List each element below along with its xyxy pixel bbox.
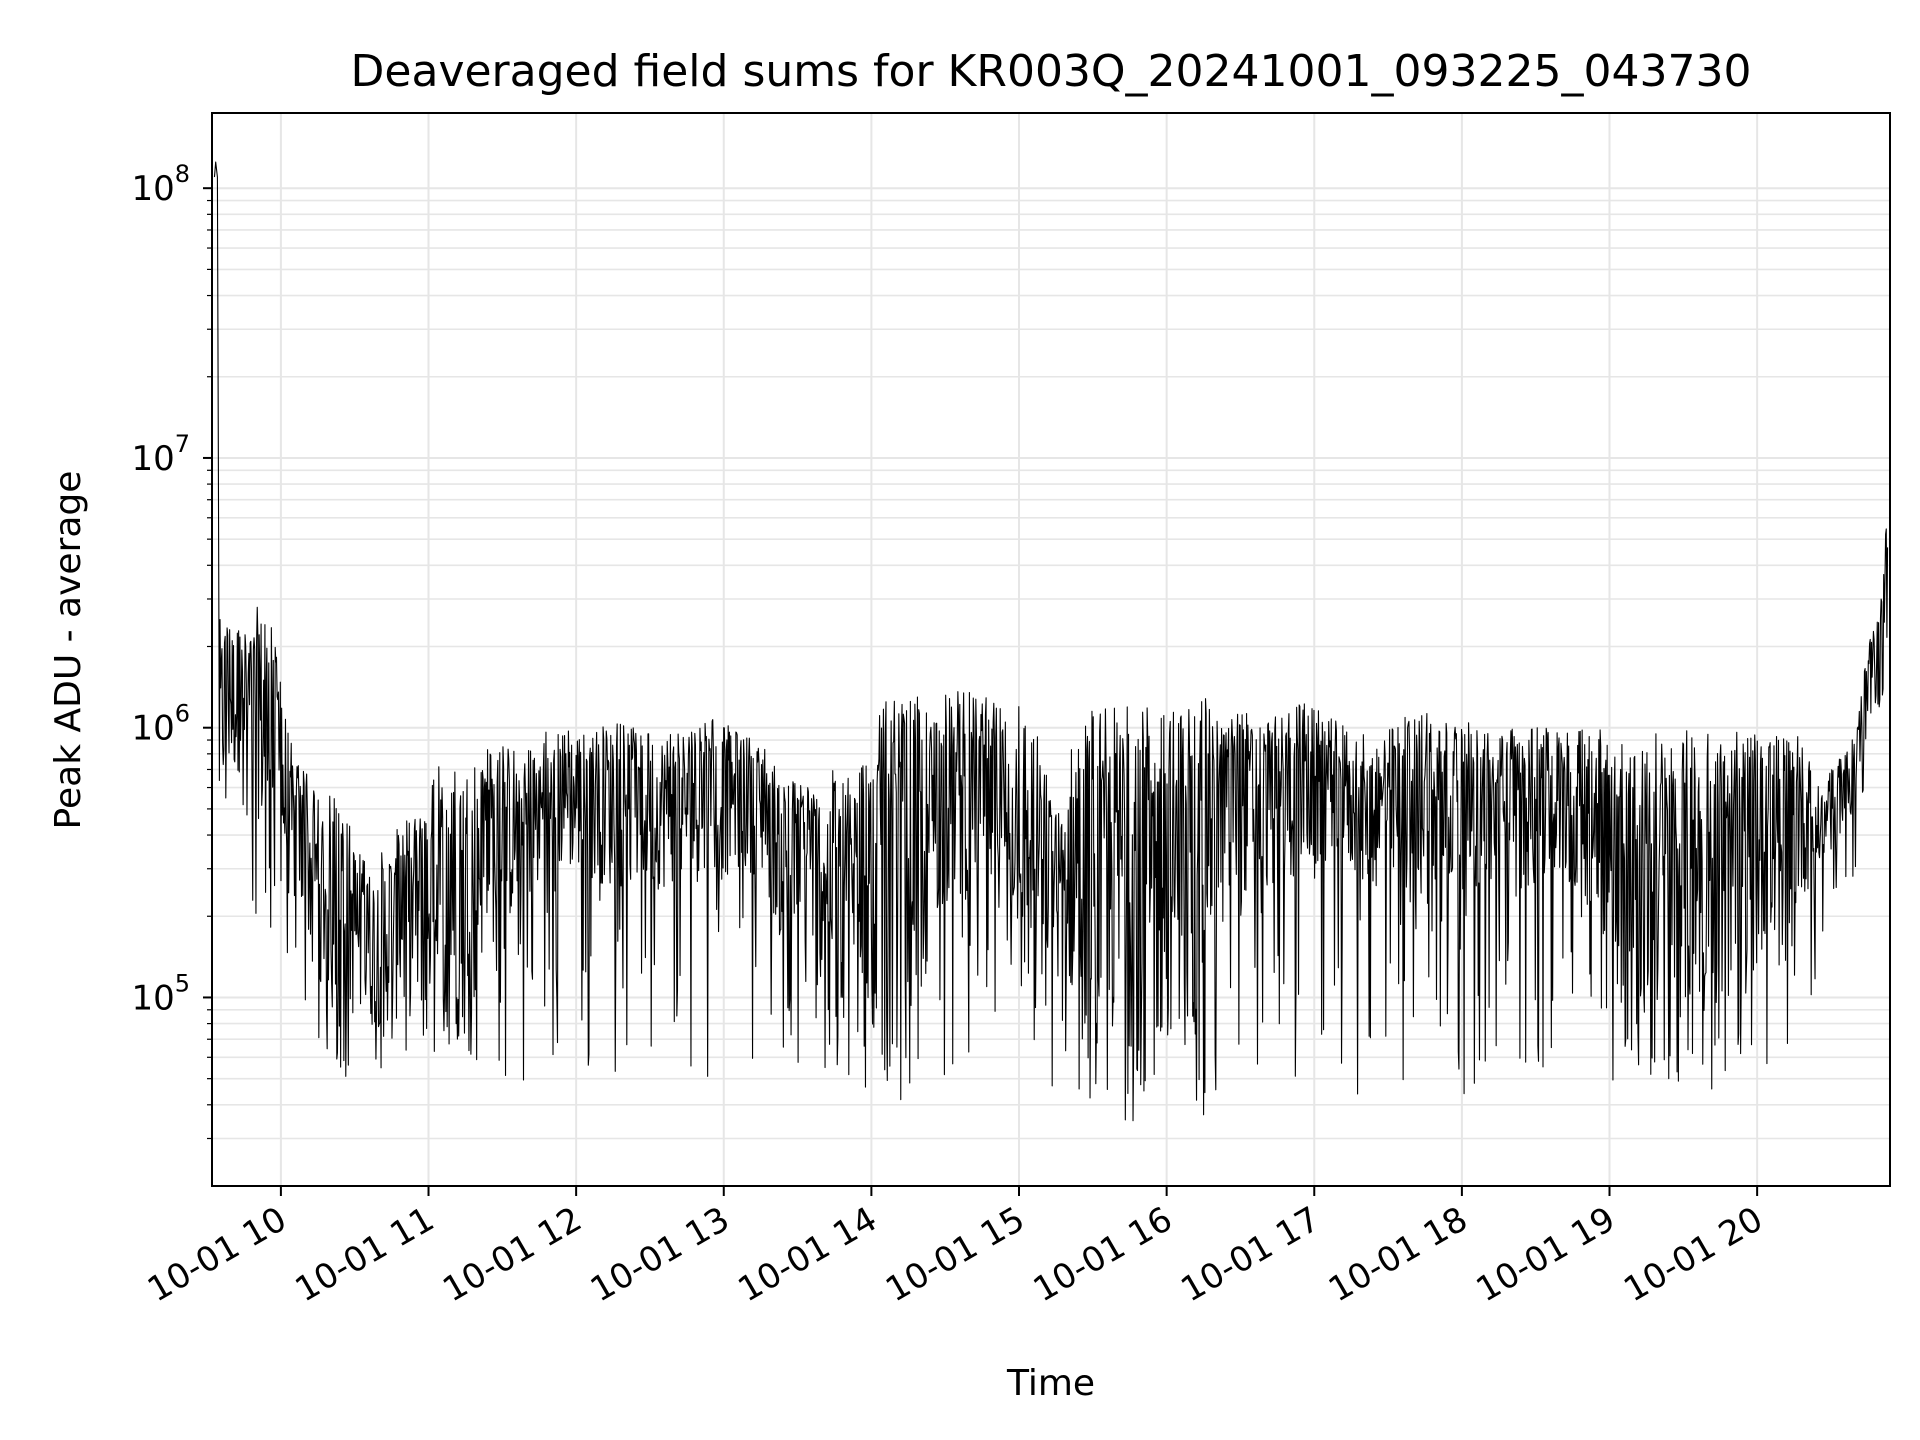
chart-title: Deaveraged field sums for KR003Q_2024100… <box>351 46 1752 97</box>
x-tick-label: 10-01 20 <box>1617 1199 1769 1310</box>
x-tick-label: 10-01 16 <box>1027 1199 1179 1310</box>
x-tick-label: 10-01 18 <box>1322 1199 1474 1310</box>
x-tick-label: 10-01 12 <box>436 1199 588 1310</box>
series-line <box>213 161 1889 1122</box>
y-tick-label: 107 <box>131 430 190 479</box>
x-tick-label: 10-01 15 <box>879 1199 1031 1310</box>
x-tick-label: 10-01 11 <box>289 1199 441 1310</box>
x-tick-label: 10-01 19 <box>1470 1199 1622 1310</box>
plot-frame <box>211 112 1891 1187</box>
x-tick-label: 10-01 10 <box>141 1199 293 1310</box>
y-tick-label: 108 <box>131 160 190 209</box>
x-tick-label: 10-01 14 <box>731 1199 883 1310</box>
y-tick-label: 106 <box>131 700 190 749</box>
x-tick-label: 10-01 17 <box>1174 1199 1326 1310</box>
data-layer <box>213 161 1889 1122</box>
y-axis-ticks: 105 106 107 108 <box>131 160 212 1140</box>
x-axis-label: Time <box>1006 1363 1095 1404</box>
y-axis-label: Peak ADU - average <box>48 471 89 830</box>
x-tick-label: 10-01 13 <box>584 1199 736 1310</box>
y-tick-label: 105 <box>131 969 190 1018</box>
